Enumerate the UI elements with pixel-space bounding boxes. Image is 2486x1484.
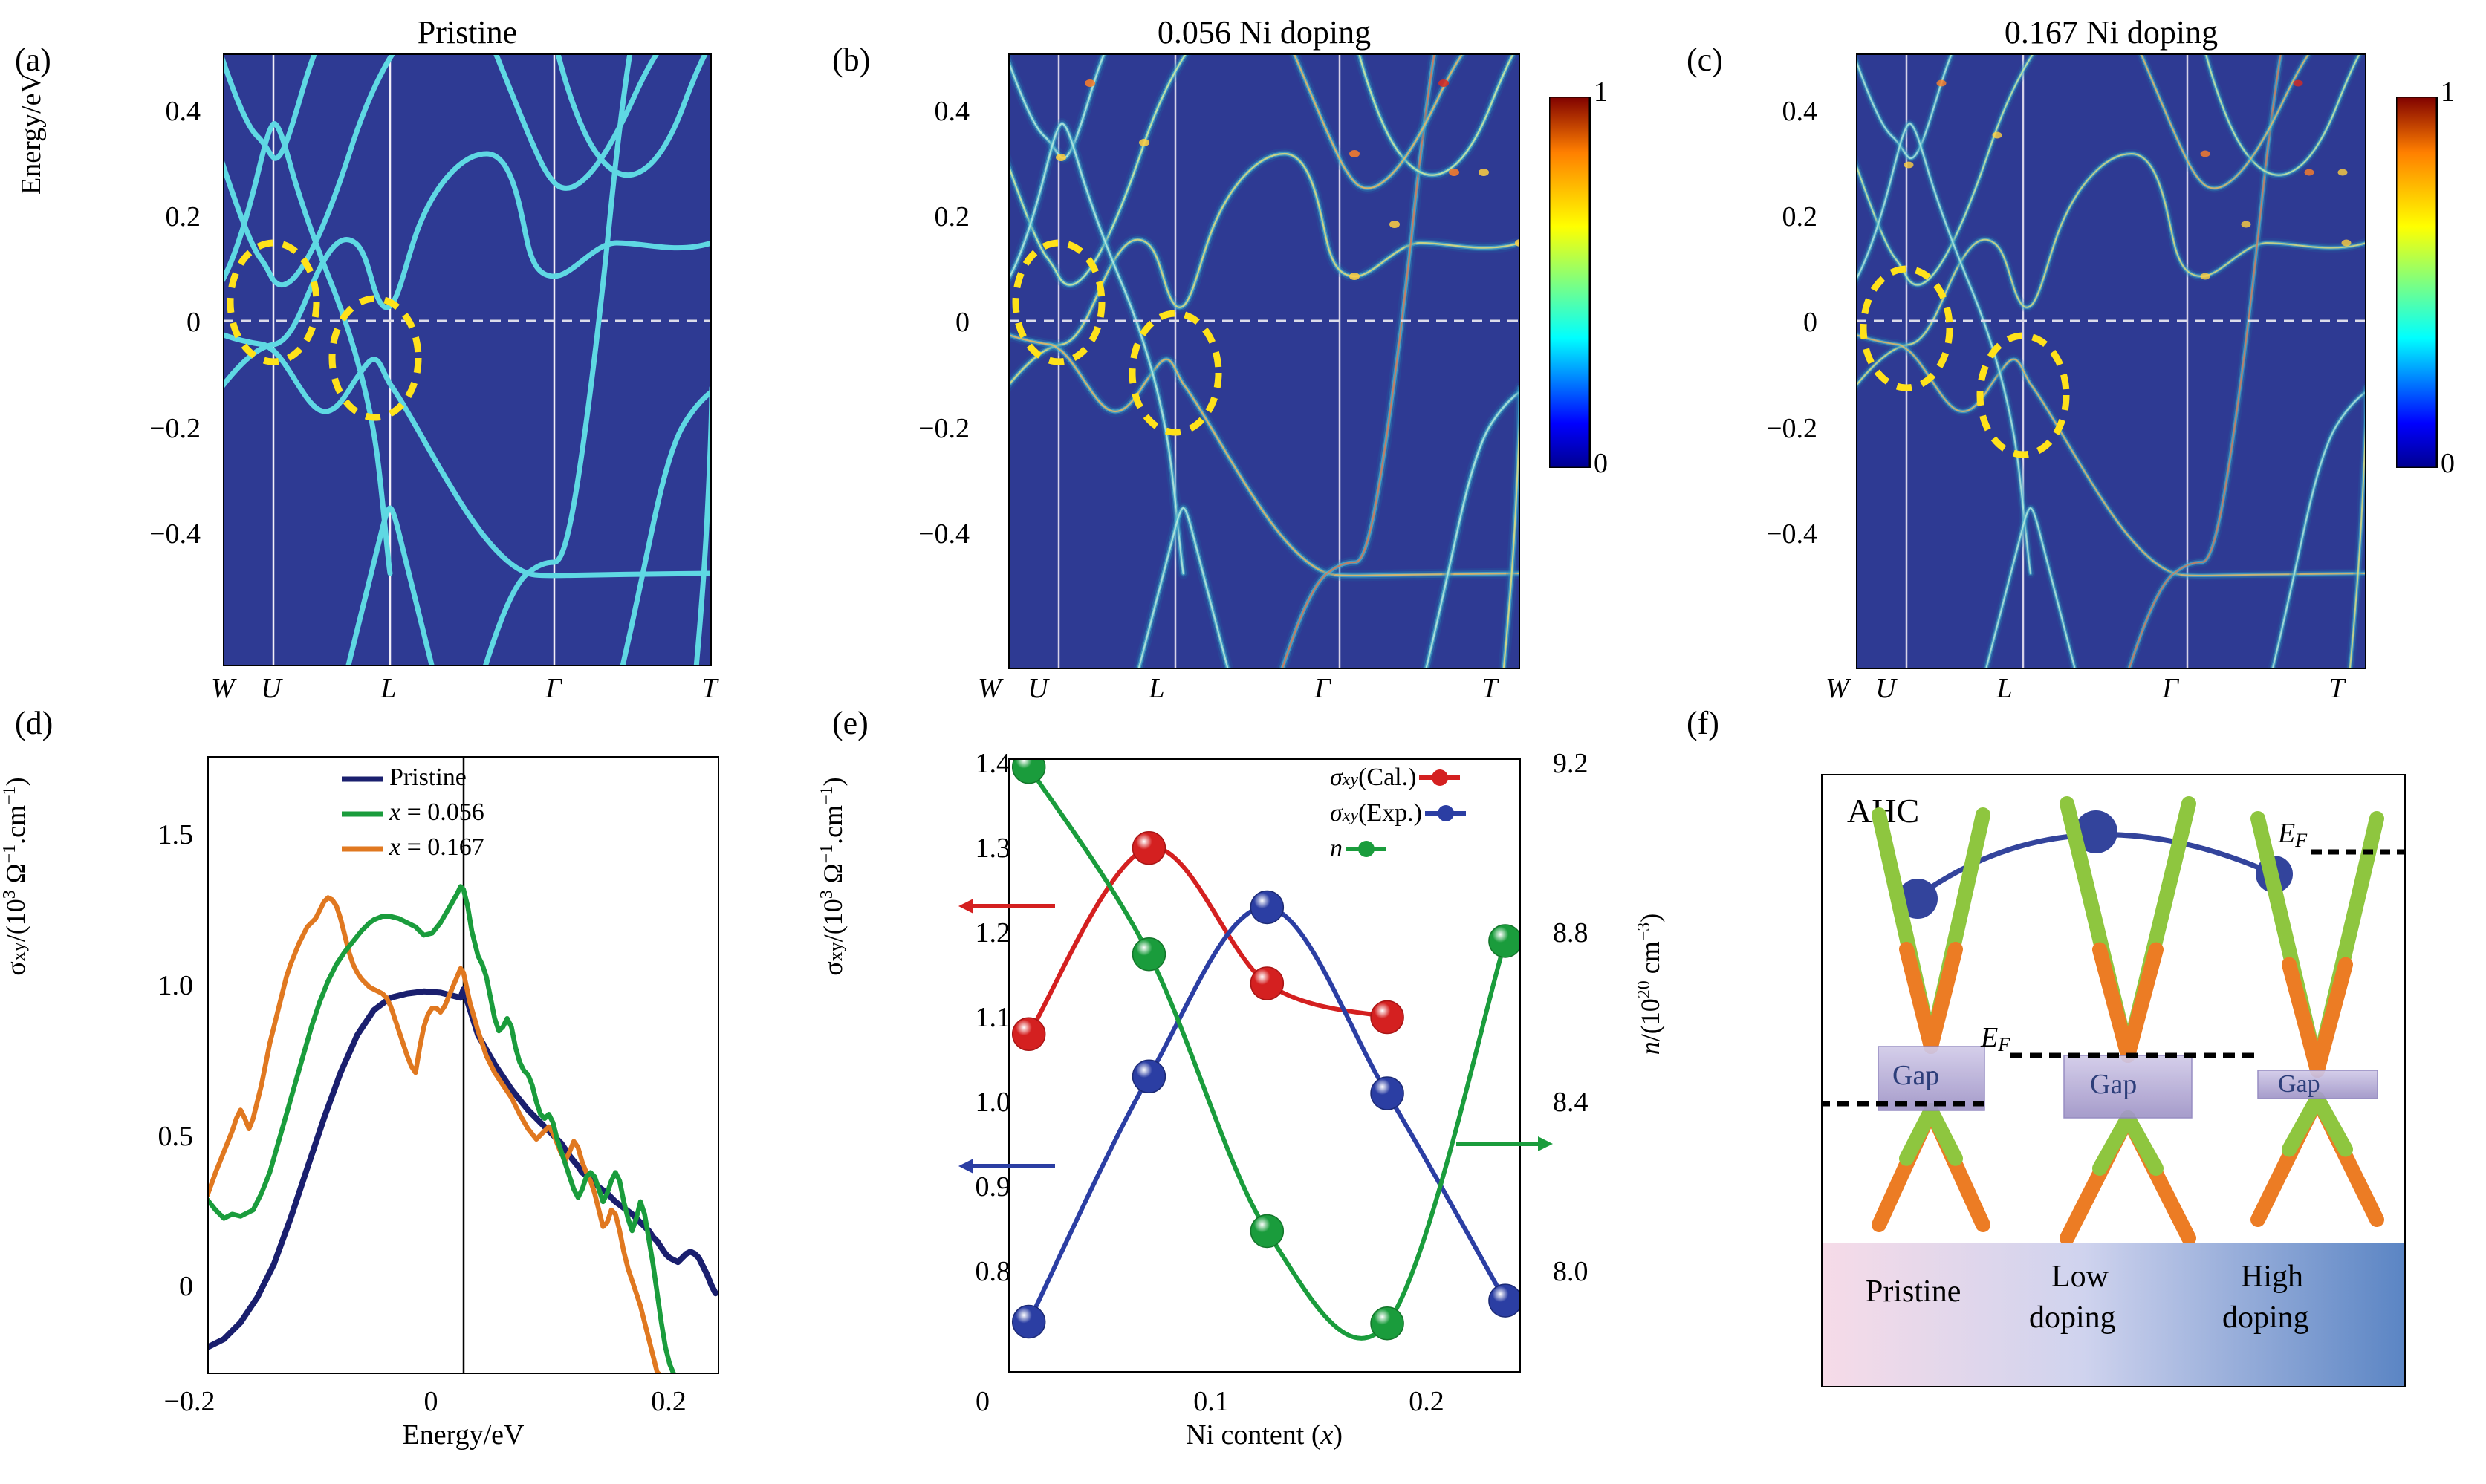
- svg-text:Low: Low: [2051, 1260, 2109, 1294]
- svg-text:Gap: Gap: [2278, 1070, 2320, 1098]
- svg-text:doping: doping: [2029, 1301, 2116, 1335]
- svg-text:Gap: Gap: [2090, 1069, 2137, 1100]
- svg-text:Pristine: Pristine: [1866, 1275, 1961, 1309]
- svg-text:doping: doping: [2222, 1301, 2309, 1335]
- svg-text:Gap: Gap: [1892, 1060, 1939, 1091]
- svg-text:High: High: [2241, 1260, 2303, 1294]
